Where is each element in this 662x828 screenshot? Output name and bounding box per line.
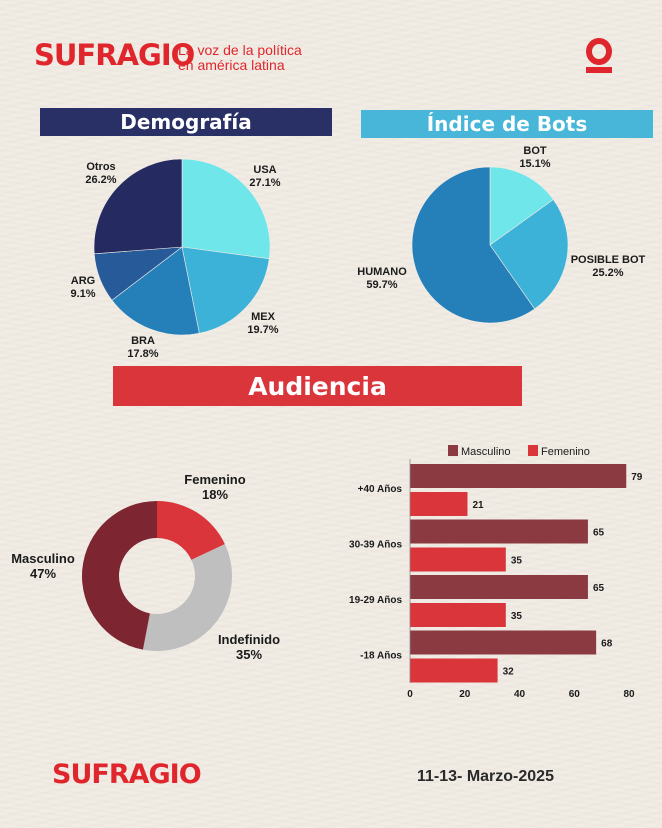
bar-masculino-30-39-a-os [410, 519, 588, 544]
bar-masculino-40-a-os [410, 464, 627, 488]
x-tick-label: 20 [459, 689, 471, 700]
bar-femenino-30-39-a-os [410, 547, 506, 572]
category-label-30-39-a-os: 30-39 Años [349, 540, 402, 551]
x-tick-label: 80 [623, 689, 635, 700]
bar-femenino-19-29-a-os [410, 603, 506, 627]
sufragio-o-mark-icon [586, 38, 612, 73]
bar-femenino-18-a-os [410, 658, 498, 683]
pie-label-arg: ARG 9.1% [70, 275, 96, 300]
x-tick-label: 0 [407, 689, 413, 700]
pie-label-usa: USA 27.1% [249, 164, 281, 189]
sufragio-logo: SUFRAGIO [34, 38, 195, 72]
pie-slice-posible-bot [489, 199, 569, 310]
donut-label-indefinido: Indefinido 35% [217, 632, 281, 662]
bar-value-label: 35 [511, 611, 523, 622]
bar-value-label: 68 [601, 639, 613, 650]
pie-label-bot: BOT 15.1% [519, 145, 551, 170]
legend-label-masculino: Masculino [461, 446, 511, 458]
section-title-audiencia: Audiencia [113, 366, 522, 406]
bar-value-label: 79 [631, 472, 643, 483]
donut-slice-indefinido [142, 544, 233, 652]
legend-swatch-femenino [528, 445, 538, 456]
pie-label-bra: BRA 17.8% [127, 335, 159, 360]
pie-label-humano: HUMANO 59.7% [357, 266, 407, 291]
x-tick-label: 40 [514, 689, 526, 700]
bar-masculino-18-a-os [410, 630, 597, 655]
donut-label-femenino: Femenino 18% [184, 472, 246, 502]
footer-sufragio-logo: SUFRAGIO [52, 759, 202, 790]
legend-swatch-masculino [448, 445, 458, 456]
pie-slice-humano [411, 166, 536, 324]
pie-label-mex: MEX 19.7% [247, 311, 279, 336]
bar-value-label: 65 [593, 528, 605, 539]
category-label-40-a-os: +40 Años [358, 484, 403, 495]
pie-slice-usa [181, 158, 271, 260]
x-tick-label: 60 [569, 689, 581, 700]
category-label-19-29-a-os: 19-29 Años [349, 595, 402, 606]
tagline: La voz de la política en américa latina [178, 43, 302, 73]
bar-value-label: 32 [503, 667, 515, 678]
bar-value-label: 21 [472, 500, 484, 511]
section-title-bots: Índice de Bots [361, 110, 653, 138]
category-label-18-a-os: -18 Años [360, 651, 402, 662]
bar-femenino-40-a-os [410, 492, 468, 516]
section-title-demografia: Demografía [40, 108, 332, 136]
pie-slice-bot [489, 166, 554, 246]
pie-label-posible-bot: POSIBLE BOT 25.2% [570, 254, 646, 279]
pie-label-otros: Otros 26.2% [85, 161, 117, 186]
bar-masculino-19-29-a-os [410, 575, 588, 599]
pie-slice-bra [111, 246, 200, 336]
donut-slice-masculino [81, 501, 157, 650]
tagline-line-1: La voz de la política [178, 42, 302, 58]
donut-label-masculino: Masculino 47% [11, 551, 75, 581]
bar-value-label: 65 [593, 583, 605, 594]
donut-slice-femenino [157, 501, 225, 560]
event-date: 11-13- Marzo-2025 [417, 768, 554, 785]
pie-slice-mex [181, 246, 270, 334]
pie-slice-otros [93, 158, 183, 255]
tagline-line-2: en américa latina [178, 57, 285, 73]
legend-label-femenino: Femenino [541, 446, 590, 458]
bar-value-label: 35 [511, 556, 523, 567]
